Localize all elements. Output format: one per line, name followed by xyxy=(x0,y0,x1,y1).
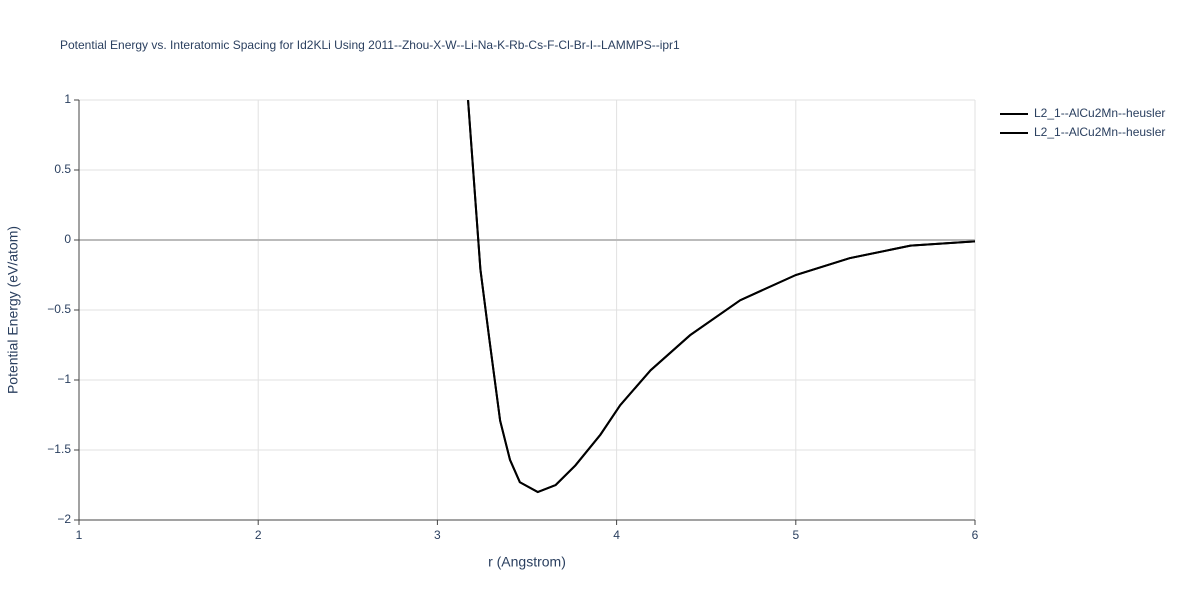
legend-label: L2_1--AlCu2Mn--heusler xyxy=(1034,125,1165,139)
y-tick-label: 0 xyxy=(64,232,71,246)
plot-area xyxy=(467,100,975,494)
y-tick-label: 0.5 xyxy=(54,162,71,176)
y-tick-label: −0.5 xyxy=(47,302,71,316)
y-tick-label: −2 xyxy=(57,512,71,526)
y-tick-label: −1 xyxy=(57,372,71,386)
y-tick-label: −1.5 xyxy=(47,442,71,456)
x-tick-label: 2 xyxy=(255,528,262,542)
y-axis-label: Potential Energy (eV/atom) xyxy=(5,226,21,394)
x-tick-label: 5 xyxy=(792,528,799,542)
x-tick-label: 4 xyxy=(613,528,620,542)
x-tick-label: 3 xyxy=(434,528,441,542)
x-axis-label: r (Angstrom) xyxy=(488,554,566,570)
x-tick-label: 6 xyxy=(972,528,979,542)
x-tick-label: 1 xyxy=(76,528,83,542)
legend-label: L2_1--AlCu2Mn--heusler xyxy=(1034,106,1165,120)
chart-title: Potential Energy vs. Interatomic Spacing… xyxy=(60,38,680,52)
y-tick-label: 1 xyxy=(64,92,71,106)
data-line xyxy=(467,100,975,494)
data-line xyxy=(467,100,975,494)
